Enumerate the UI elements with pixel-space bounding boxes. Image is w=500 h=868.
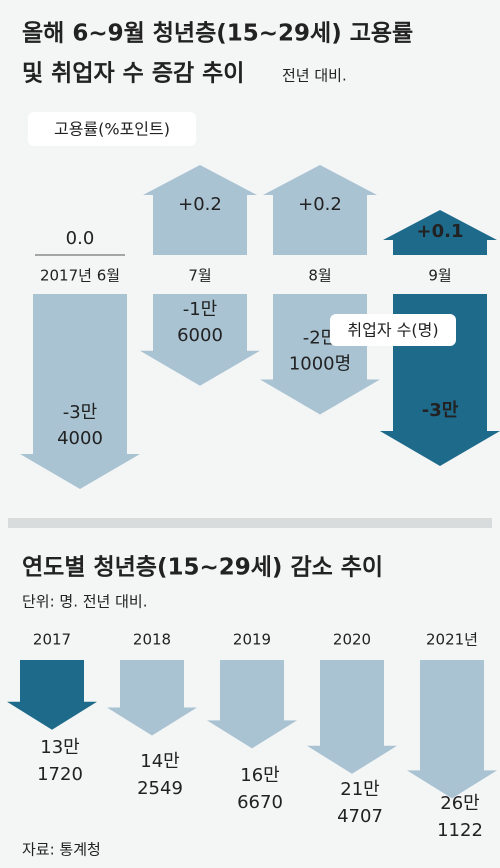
chart-title: 연도별 청년층(15~29세) 감소 추이 <box>22 555 383 581</box>
legend-label: 취업자 수(명) <box>347 321 438 340</box>
legend-box <box>28 112 196 146</box>
chart-subtitle: 전년 대비. <box>282 67 347 85</box>
value-label: 14만 <box>140 751 179 772</box>
value-label: +0.2 <box>298 194 342 215</box>
value-label: -1만 <box>183 299 218 320</box>
chart-title: 및 취업자 수 증감 추이 <box>22 61 244 87</box>
value-label: 4000 <box>57 428 103 449</box>
value-label: 6670 <box>237 792 283 813</box>
legend-box <box>330 314 456 346</box>
down-arrow <box>20 294 140 489</box>
x-tick-label: 2017년 6월 <box>40 267 120 285</box>
value-label: 1000명 <box>289 353 351 374</box>
value-label: +0.1 <box>417 221 464 242</box>
chart-title: 올해 6~9월 청년층(15~29세) 고용률 <box>22 21 413 47</box>
x-tick-label: 2021년 <box>426 631 478 649</box>
up-arrow <box>263 165 377 255</box>
value-label: -3만 <box>422 400 459 421</box>
value-label: 6000 <box>177 325 223 346</box>
x-tick-label: 2020 <box>333 631 371 649</box>
value-label: +0.2 <box>178 194 222 215</box>
value-label: 4707 <box>337 806 383 827</box>
value-label: 21만 <box>340 779 379 800</box>
value-label: 1720 <box>37 764 83 785</box>
legend-label: 고용률(%포인트) <box>54 120 170 139</box>
source: 자료: 통계청 <box>22 841 101 859</box>
up-arrow <box>143 165 257 255</box>
x-tick-label: 8월 <box>308 267 331 285</box>
up-arrow <box>383 210 497 255</box>
down-arrow <box>140 294 260 386</box>
value-label: 16만 <box>240 765 279 786</box>
value-label: -2만 <box>303 327 338 348</box>
x-tick-label: 2019 <box>233 631 271 649</box>
value-label: -3만 <box>63 402 98 423</box>
x-tick-label: 2018 <box>133 631 171 649</box>
down-arrow <box>7 660 97 730</box>
value-label: 13만 <box>40 737 79 758</box>
chart-subtitle: 단위: 명. 전년 대비. <box>22 593 148 611</box>
down-arrow <box>107 660 197 736</box>
value-label: 26만 <box>440 793 479 814</box>
value-label: 0.0 <box>66 228 95 249</box>
x-tick-label: 7월 <box>188 267 211 285</box>
separator <box>8 518 492 528</box>
x-tick-label: 9월 <box>428 267 451 285</box>
down-arrow <box>307 660 397 774</box>
value-label: 2549 <box>137 778 183 799</box>
down-arrow <box>407 660 497 799</box>
x-tick-label: 2017 <box>33 631 71 649</box>
down-arrow <box>207 660 297 749</box>
value-label: 1122 <box>437 820 483 841</box>
